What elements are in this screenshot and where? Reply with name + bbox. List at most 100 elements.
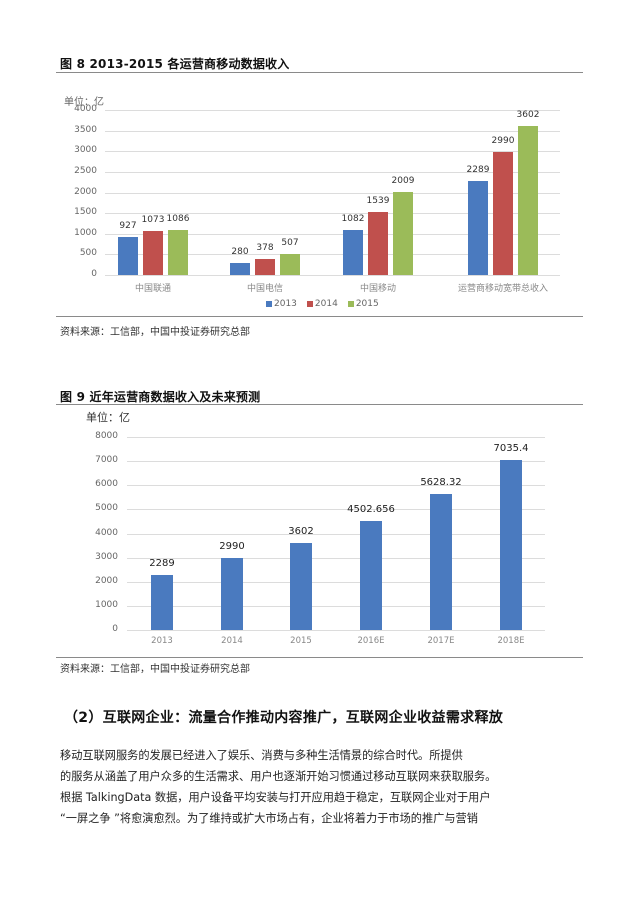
bar-2013 xyxy=(151,574,173,630)
y-tick-label: 8000 xyxy=(95,431,118,441)
gridline xyxy=(105,192,560,194)
figure-8-bottom-rule xyxy=(56,316,583,317)
y-tick-label: 500 xyxy=(79,248,97,259)
gridline xyxy=(105,110,560,111)
bar-value-label: 280 xyxy=(231,247,249,258)
bar-2015 xyxy=(280,254,300,275)
bar-2015 xyxy=(518,126,538,275)
x-category-label: 2013 xyxy=(151,636,173,646)
gridline xyxy=(127,437,545,438)
figure-8-title: 图 8 2013-2015 各运营商移动数据收入 xyxy=(60,57,290,71)
gridline xyxy=(105,171,560,173)
bar-value-label: 1073 xyxy=(141,214,165,225)
figure-9-top-rule xyxy=(56,404,583,405)
y-tick-label: 2000 xyxy=(74,186,97,197)
x-category-label: 中国电信 xyxy=(246,284,283,294)
bar-value-label: 3602 xyxy=(288,526,314,538)
bar-2015 xyxy=(393,192,413,275)
y-tick-label: 3000 xyxy=(74,145,97,156)
section-heading: （2）互联网企业：流量合作推动内容推广，互联网企业收益需求释放 xyxy=(64,710,504,726)
bar-2013 xyxy=(343,230,363,275)
bar-2013 xyxy=(468,180,488,275)
bar-value-label: 378 xyxy=(256,243,274,254)
bar-value-label: 2990 xyxy=(219,540,245,552)
gridline xyxy=(127,605,545,607)
paragraph-line: “一屏之争 ”将愈演愈烈。为了维持或扩大市场占有，企业将着力于市场的推广与营销 xyxy=(60,812,478,825)
gridline xyxy=(105,275,560,276)
bar-2014 xyxy=(493,151,513,275)
figure-8-legend: 2013 2014 2015 xyxy=(266,299,379,309)
x-category-label: 2014 xyxy=(221,636,243,646)
paragraph-line: 根据 TalkingData 数据，用户设备平均安装与打开应用趋于稳定，互联网企… xyxy=(60,791,491,804)
bar-2015 xyxy=(290,543,312,630)
legend-label: 2014 xyxy=(314,299,338,309)
bar-2014 xyxy=(143,230,163,275)
bar-value-label: 1086 xyxy=(166,214,190,225)
x-category-label: 2015 xyxy=(290,636,312,646)
y-tick-label: 2500 xyxy=(74,165,97,176)
legend-swatch xyxy=(306,300,313,307)
paragraph-line: 的服务从涵盖了用户众多的生活需求、用户也逐渐开始习惯通过移动互联网来获取服务。 xyxy=(60,770,497,783)
legend-swatch xyxy=(347,300,354,307)
paragraph-line: 移动互联网服务的发展已经进入了娱乐、消费与多种生活情景的综合时代。所提供 xyxy=(60,749,463,762)
bar-2018E xyxy=(500,460,522,630)
legend-label: 2013 xyxy=(274,299,297,309)
y-tick-label: 0 xyxy=(91,269,97,279)
gridline xyxy=(105,213,560,215)
bar-value-label: 927 xyxy=(119,220,137,231)
bar-2014 xyxy=(255,259,275,275)
bar-value-label: 1082 xyxy=(341,214,365,225)
bar-value-label: 2009 xyxy=(391,176,415,187)
y-tick-label: 7000 xyxy=(95,455,118,466)
bar-value-label: 3602 xyxy=(516,110,540,121)
gridline xyxy=(127,581,545,583)
legend-label: 2015 xyxy=(355,299,379,309)
figure-9-source: 资料来源：工信部，中国中投证券研究总部 xyxy=(60,664,250,675)
y-tick-label: 6000 xyxy=(95,479,118,490)
y-tick-label: 3000 xyxy=(95,551,118,562)
x-category-label: 2018E xyxy=(497,636,525,646)
x-category-label: 运营商移动宽带总收入 xyxy=(457,284,548,294)
y-tick-label: 3500 xyxy=(74,124,97,135)
bar-2014 xyxy=(368,211,388,275)
figure-8-top-rule xyxy=(56,72,583,73)
legend-item-2015: 2015 xyxy=(347,299,379,309)
gridline xyxy=(127,630,545,631)
bar-2014 xyxy=(221,557,243,630)
bar-2016E xyxy=(360,521,382,630)
figure-9-chart: 单位：亿 8000 7000 6000 5000 4000 3000 2000 1000 0 2… xyxy=(86,411,545,646)
x-category-label: 中国移动 xyxy=(359,284,396,294)
y-tick-label: 4000 xyxy=(95,527,118,538)
bar-value-label: 507 xyxy=(281,238,299,249)
x-category-label: 2016E xyxy=(357,636,385,646)
bar-2015 xyxy=(168,230,188,275)
figure-9-unit-label: 单位：亿 xyxy=(86,411,130,424)
gridline xyxy=(105,151,560,153)
gridline xyxy=(127,509,545,511)
legend-swatch xyxy=(266,300,272,307)
x-category-label: 中国联通 xyxy=(134,284,171,294)
y-tick-label: 1000 xyxy=(74,227,97,238)
y-tick-label: 4000 xyxy=(74,104,97,114)
y-tick-label: 1500 xyxy=(74,207,97,218)
gridline xyxy=(105,233,560,235)
y-tick-label: 1000 xyxy=(95,599,118,610)
y-tick-label: 0 xyxy=(112,624,118,634)
gridline xyxy=(105,130,560,132)
figure-8-unit-label: 单位：亿 xyxy=(64,97,104,108)
bar-value-label: 7035.4 xyxy=(493,443,529,455)
gridline xyxy=(127,485,545,487)
figure-8-chart: 单位：亿 4000 3500 3000 2500 2000 1500 1000 500 0 92… xyxy=(0,0,640,330)
bar-value-label: 2990 xyxy=(491,135,515,146)
gridline xyxy=(105,254,560,256)
y-tick-label: 5000 xyxy=(95,503,118,514)
legend-item-2014: 2014 xyxy=(306,299,338,309)
figure-9-bottom-rule xyxy=(56,657,583,658)
y-tick-label: 2000 xyxy=(95,575,118,586)
x-category-label: 2017E xyxy=(427,636,455,646)
gridline xyxy=(127,557,545,559)
bar-2017E xyxy=(430,494,452,630)
bar-value-label: 4502.656 xyxy=(347,504,395,516)
bar-value-label: 2289 xyxy=(466,164,490,175)
figure-9-title: 图 9 近年运营商数据收入及未来预测 xyxy=(60,390,261,404)
